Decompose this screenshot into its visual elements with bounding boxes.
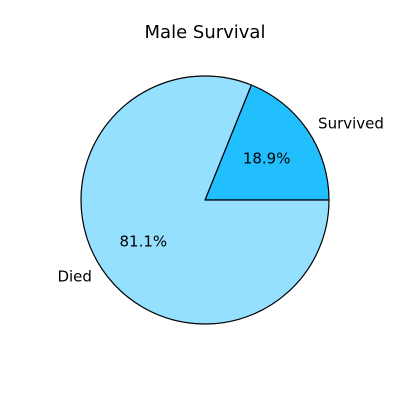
slice-label-survived: Survived [318, 115, 384, 133]
chart-title: Male Survival [145, 22, 266, 43]
pie-slice-survived [204, 84, 330, 201]
slice-label-died: Died [57, 267, 91, 285]
pct-label-died: 81.1% [120, 233, 168, 251]
labels-layer: 18.9% Survived 81.1% Died [57, 115, 383, 286]
pct-label-survived: 18.9% [243, 149, 291, 167]
pie-slice-died [80, 75, 330, 325]
slices-layer [80, 75, 330, 325]
